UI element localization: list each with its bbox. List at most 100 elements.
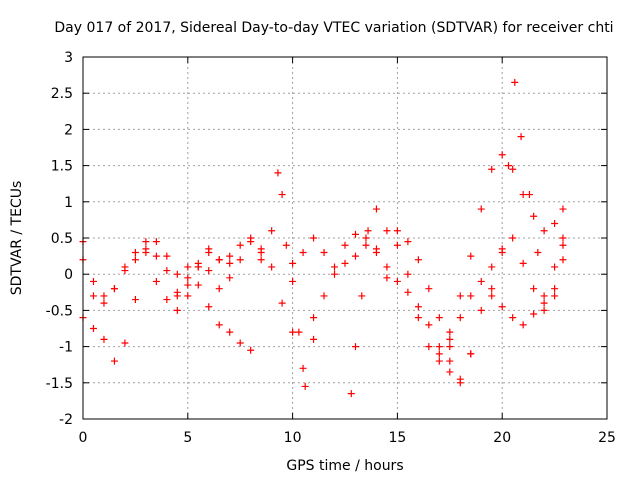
data-point: [194, 259, 202, 267]
data-point: [414, 303, 422, 311]
data-point: [540, 299, 548, 307]
data-point: [414, 256, 422, 264]
data-point: [446, 368, 454, 376]
series-sat-j: [488, 205, 567, 329]
data-point: [236, 339, 244, 347]
data-point: [89, 277, 97, 285]
series-sat-c: [79, 234, 265, 300]
data-point: [341, 241, 349, 249]
data-point: [89, 325, 97, 332]
data-point: [540, 306, 548, 314]
data-point: [173, 306, 181, 314]
data-point: [184, 274, 192, 282]
data-point: [393, 277, 401, 285]
x-tick-label: 10: [284, 430, 302, 446]
chart-title: Day 017 of 2017, Sidereal Day-to-day VTE…: [54, 20, 613, 36]
series-sat-g: [347, 205, 475, 398]
data-point: [498, 151, 506, 159]
data-point: [257, 256, 265, 264]
data-point: [163, 296, 171, 304]
data-point: [540, 227, 548, 235]
data-point: [404, 270, 412, 278]
y-tick-label: -0.5: [46, 303, 73, 319]
data-point: [456, 292, 464, 300]
data-point: [100, 292, 108, 300]
x-axis-label: GPS time / hours: [286, 458, 403, 474]
data-point: [488, 285, 496, 293]
data-point: [488, 165, 496, 173]
data-point: [205, 245, 213, 253]
data-point: [498, 303, 506, 311]
data-point: [525, 191, 533, 199]
data-point: [131, 248, 139, 256]
data-point: [511, 78, 519, 86]
data-point: [320, 292, 328, 300]
data-point: [226, 328, 234, 336]
data-point: [320, 248, 328, 256]
y-tick-label: 0: [64, 267, 73, 283]
y-tick-label: -2: [59, 412, 73, 428]
data-point: [519, 191, 527, 199]
data-point: [456, 314, 464, 322]
data-point: [89, 292, 97, 300]
data-point: [347, 390, 355, 398]
data-point: [559, 205, 567, 213]
data-point: [530, 310, 538, 318]
y-tick-label: -1: [59, 340, 73, 356]
data-point: [509, 234, 517, 242]
data-point: [488, 263, 496, 271]
data-point: [226, 252, 234, 260]
data-point: [289, 277, 297, 285]
axis-ticks: -2 -1.5 -1 -0.5 0 0.5 1 1.5 2 2.5 3 0 5 10 15 20 25: [46, 50, 616, 446]
data-point: [383, 227, 391, 235]
data-point: [282, 241, 290, 249]
data-point: [372, 248, 380, 256]
data-point: [295, 328, 303, 336]
data-point: [247, 238, 255, 246]
data-point: [467, 252, 475, 260]
data-point: [559, 256, 567, 264]
data-point: [435, 357, 443, 365]
data-point: [268, 263, 276, 271]
data-point: [184, 292, 192, 300]
data-point: [425, 343, 433, 351]
data-point: [509, 314, 517, 322]
data-point: [100, 335, 108, 343]
data-point: [205, 267, 213, 275]
data-point: [163, 252, 171, 260]
data-point: [121, 263, 129, 271]
data-point: [530, 212, 538, 220]
y-tick-label: 1.5: [51, 159, 73, 175]
data-point: [351, 230, 359, 238]
data-point: [477, 277, 485, 285]
data-point: [173, 292, 181, 300]
data-point: [100, 299, 108, 307]
data-point: [551, 220, 559, 228]
data-point: [131, 296, 139, 304]
data-point: [517, 133, 525, 141]
data-point: [236, 241, 244, 249]
data-point: [184, 263, 192, 271]
data-point: [351, 252, 359, 260]
data-point: [435, 314, 443, 322]
data-point: [446, 343, 454, 351]
data-point: [173, 270, 181, 278]
data-point: [205, 303, 213, 311]
data-point: [331, 270, 339, 278]
data-point: [215, 321, 223, 329]
data-point: [110, 285, 118, 293]
data-point: [274, 169, 282, 177]
data-point: [383, 274, 391, 282]
data-point: [498, 245, 506, 253]
data-point: [414, 314, 422, 322]
data-point: [142, 238, 150, 246]
data-point: [530, 285, 538, 293]
data-point: [456, 379, 464, 387]
data-point: [351, 343, 359, 351]
y-tick-label: 2: [64, 122, 73, 138]
data-point: [226, 274, 234, 282]
data-point: [215, 256, 223, 264]
data-point: [110, 357, 118, 365]
data-point: [519, 259, 527, 267]
data-point: [289, 259, 297, 267]
